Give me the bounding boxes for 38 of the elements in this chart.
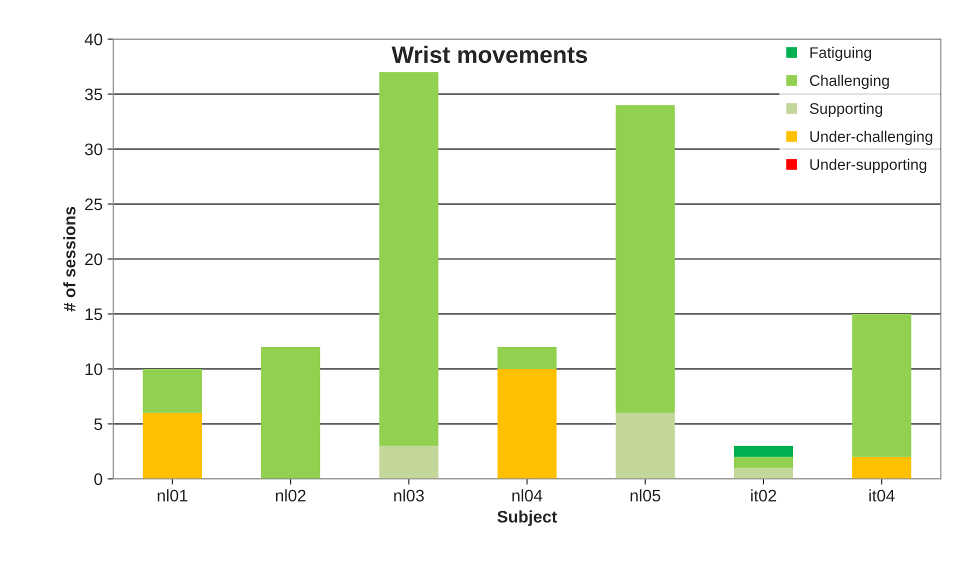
y-tick-label: 40 bbox=[84, 34, 102, 46]
x-tick-label: nl01 bbox=[158, 489, 188, 502]
bar bbox=[852, 314, 912, 457]
legend-label: Challenging bbox=[810, 74, 889, 89]
legend-label: Supporting bbox=[810, 102, 882, 117]
bar bbox=[497, 346, 557, 369]
chart-title: Wrist movements bbox=[392, 46, 588, 64]
bar bbox=[616, 412, 675, 479]
y-axis-title: # of sessions bbox=[63, 206, 76, 312]
y-tick-label: 35 bbox=[84, 88, 102, 100]
bar bbox=[734, 446, 794, 457]
x-tick-label: nl04 bbox=[512, 489, 542, 502]
bar bbox=[734, 456, 794, 468]
bar bbox=[852, 456, 912, 479]
legend-label: Under-supporting bbox=[810, 158, 926, 173]
y-tick-label: 20 bbox=[85, 253, 102, 266]
bar bbox=[379, 446, 438, 479]
bar bbox=[142, 412, 202, 479]
y-tick-label: 30 bbox=[84, 143, 102, 156]
x-axis-title: Subject bbox=[497, 510, 557, 526]
y-tick-label: 15 bbox=[86, 308, 102, 320]
y-tick-label: 0 bbox=[94, 473, 102, 486]
y-tick-label: 5 bbox=[94, 418, 102, 430]
x-tick-label: it04 bbox=[869, 489, 895, 502]
bar bbox=[261, 346, 320, 479]
legend-label: Fatiguing bbox=[810, 46, 872, 62]
x-tick-label: it02 bbox=[751, 489, 776, 502]
y-tick-label: 25 bbox=[85, 198, 102, 210]
bar bbox=[616, 105, 675, 413]
legend-label: Under-challenging bbox=[810, 130, 932, 145]
x-tick-label: nl02 bbox=[276, 489, 306, 502]
bar bbox=[142, 368, 202, 413]
bar bbox=[379, 72, 438, 446]
y-tick-label: 10 bbox=[86, 363, 102, 376]
x-tick-label: nl05 bbox=[630, 489, 660, 502]
bar bbox=[734, 468, 794, 479]
x-tick-label: nl03 bbox=[394, 489, 424, 502]
bar bbox=[497, 368, 557, 479]
